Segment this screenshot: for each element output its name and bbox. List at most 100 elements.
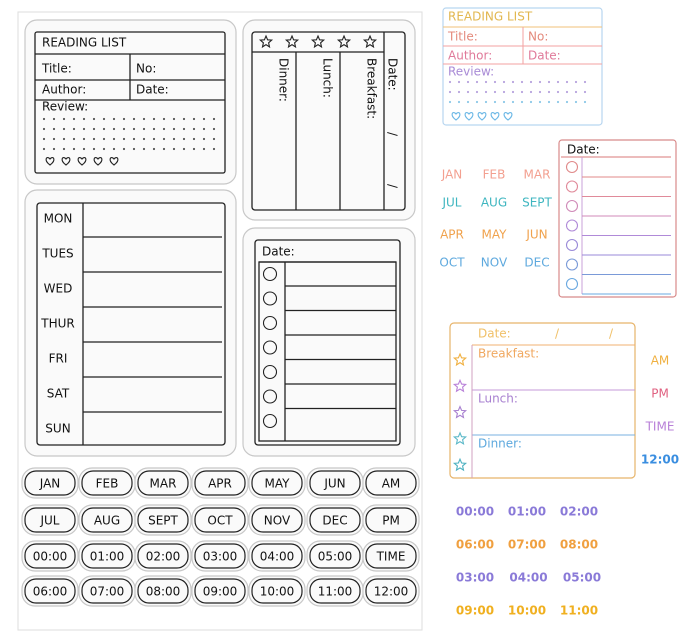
field-label: Date: (136, 83, 169, 97)
meal-label: Dinner: (478, 437, 522, 451)
tag-outline (137, 578, 189, 604)
stamp-outline (24, 19, 237, 185)
dot (62, 127, 66, 131)
time-label: AM (651, 354, 670, 368)
dot (112, 117, 116, 121)
dot (182, 117, 186, 121)
stamp-outline (191, 575, 249, 607)
dot (493, 100, 497, 104)
tag-label: JUL (39, 514, 59, 528)
star-icon (452, 352, 468, 367)
time-label: 07:00 (508, 538, 546, 552)
month-label: APR (440, 228, 464, 242)
dot (82, 147, 86, 151)
month-label: NOV (481, 256, 508, 270)
dot (192, 127, 196, 131)
tag-label: 05:00 (318, 550, 353, 564)
dot (212, 127, 216, 131)
dot (466, 90, 470, 94)
month-label: MAY (482, 228, 508, 242)
stamp-outline (248, 540, 306, 572)
tag-outline (194, 578, 246, 604)
dot (448, 90, 452, 94)
dot (172, 147, 176, 151)
dot (82, 137, 86, 141)
tag-outline (251, 507, 303, 533)
dot (202, 117, 206, 121)
dot (72, 127, 76, 131)
dot (448, 100, 452, 104)
stamp-outline (362, 575, 420, 607)
stamp-outline (191, 467, 249, 499)
tag-label: MAR (150, 477, 177, 491)
check-circle (262, 389, 278, 404)
star-icon (452, 431, 468, 445)
meal-label: Lunch: (321, 58, 335, 98)
month-label: MAR (524, 168, 551, 182)
tag-label: 10:00 (260, 585, 295, 599)
dot (102, 117, 106, 121)
dot (42, 147, 46, 151)
weekday-label: TUES (41, 247, 73, 261)
stamp-outline (242, 19, 416, 221)
tag-label: 11:00 (318, 585, 353, 599)
time-label: 00:00 (456, 505, 494, 519)
dot (192, 117, 196, 121)
dot (502, 100, 506, 104)
check-circle (565, 238, 579, 252)
month-label: JAN (441, 168, 463, 182)
time-label: 11:00 (560, 604, 598, 618)
stamp-outline (134, 467, 192, 499)
tag-label: MAY (265, 477, 291, 491)
heart-icon (490, 112, 500, 121)
check-circle (262, 364, 278, 380)
tag-label: 00:00 (33, 550, 68, 564)
dot (457, 100, 461, 104)
tag-outline (194, 470, 246, 496)
tag-outline (309, 507, 361, 533)
frame (34, 31, 226, 174)
tag-outline (251, 470, 303, 496)
dot (466, 100, 470, 104)
check-circle (262, 340, 278, 355)
frame (558, 139, 677, 298)
frame (442, 7, 603, 126)
tag-outline (309, 543, 361, 569)
dot (529, 90, 533, 94)
tag-outline (137, 507, 189, 533)
dot (162, 127, 166, 131)
time-label: 01:00 (508, 505, 546, 519)
tag-label: 12:00 (374, 585, 409, 599)
time-label: 06:00 (456, 538, 494, 552)
time-label: 08:00 (560, 538, 598, 552)
dot (142, 147, 146, 151)
dot (547, 80, 551, 84)
dot (72, 137, 76, 141)
star-icon (284, 34, 300, 49)
dot (556, 90, 560, 94)
field-label: No: (136, 62, 156, 76)
check-circle (262, 266, 278, 282)
tag-label: PM (382, 514, 400, 528)
tag-label: APR (208, 477, 232, 491)
dot (62, 147, 66, 151)
frame (36, 202, 226, 446)
tag-outline (24, 543, 76, 569)
month-label: AUG (481, 196, 507, 210)
dot (511, 100, 515, 104)
tag-label: 03:00 (203, 550, 238, 564)
stamp-outline (248, 467, 306, 499)
tag-label: DEC (322, 514, 347, 528)
stamp-outline (362, 504, 420, 536)
tag-outline (309, 578, 361, 604)
star-icon (310, 34, 326, 49)
star-icon (362, 34, 378, 49)
tag-label: OCT (207, 514, 233, 528)
dot (152, 147, 156, 151)
weekday-label: FRI (49, 352, 68, 366)
tag-label: JAN (39, 477, 61, 491)
dot (122, 147, 126, 151)
tag-label: JUN (323, 477, 345, 491)
